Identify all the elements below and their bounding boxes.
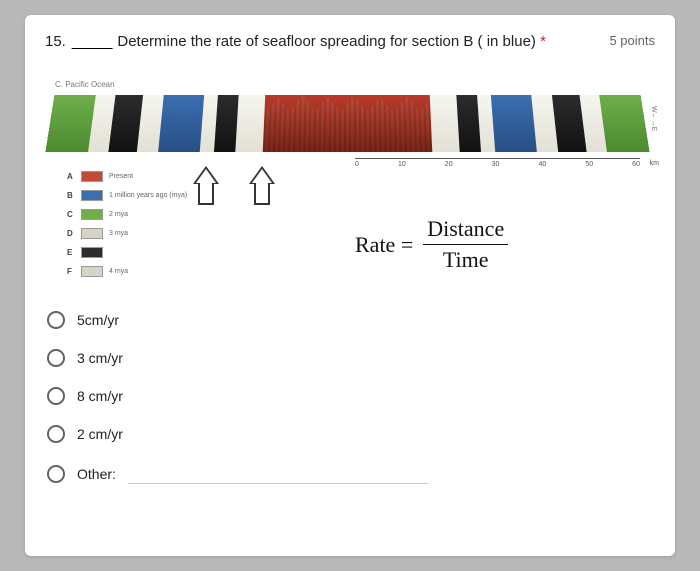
other-input[interactable] <box>128 463 428 484</box>
legend-swatch <box>81 209 103 220</box>
legend-label: 1 million years ago (mya) <box>109 192 187 199</box>
formula-numerator: Distance <box>423 216 508 245</box>
strip-segment <box>429 95 460 152</box>
legend-row: D 3 mya <box>67 228 187 239</box>
legend-row: F 4 mya <box>67 266 187 277</box>
legend-label: 3 mya <box>109 230 128 237</box>
question-header: 15. _____ Determine the rate of seafloor… <box>45 33 655 51</box>
radio-icon[interactable] <box>47 465 65 483</box>
formula-fraction: Distance Time <box>423 216 508 273</box>
radio-icon[interactable] <box>47 349 65 367</box>
legend-row: A Present <box>67 171 187 182</box>
option-label: 8 cm/yr <box>77 388 123 404</box>
scale-tick: 50 <box>585 161 593 168</box>
formula-denominator: Time <box>443 245 489 273</box>
option-label: 3 cm/yr <box>77 350 123 366</box>
other-label: Other: <box>77 466 116 482</box>
orientation-label: W←→E <box>650 106 657 131</box>
radio-icon[interactable] <box>47 387 65 405</box>
question-text: Determine the rate of seafloor spreading… <box>117 33 595 50</box>
question-blank: _____ <box>72 33 112 51</box>
formula-lhs: Rate = <box>355 232 413 258</box>
answer-option[interactable]: 8 cm/yr <box>45 377 655 415</box>
strip-segment <box>263 95 432 152</box>
legend-swatch <box>81 171 103 182</box>
rate-formula: Rate = Distance Time <box>355 216 508 273</box>
strip-segment <box>235 95 266 152</box>
strip-segment <box>491 95 538 152</box>
legend-letter: B <box>67 191 75 200</box>
legend-row: C 2 mya <box>67 209 187 220</box>
scale-tick: 0 <box>355 161 359 168</box>
scale-tick: 60 <box>632 161 640 168</box>
age-legend: A Present B 1 million years ago (mya) C 2 mya… <box>67 171 187 285</box>
option-label: 5cm/yr <box>77 312 119 328</box>
answer-option[interactable]: 5cm/yr <box>45 301 655 339</box>
answer-options: 5cm/yr 3 cm/yr 8 cm/yr 2 cm/yr Other: <box>45 301 655 494</box>
question-card: 15. _____ Determine the rate of seafloor… <box>25 15 675 556</box>
legend-letter: D <box>67 229 75 238</box>
question-number: 15. <box>45 33 66 50</box>
legend-row: B 1 million years ago (mya) <box>67 190 187 201</box>
legend-letter: A <box>67 172 75 181</box>
strip-segment <box>158 95 205 152</box>
legend-swatch <box>81 266 103 277</box>
legend-label: 4 mya <box>109 268 128 275</box>
radio-icon[interactable] <box>47 311 65 329</box>
scale-tick: 10 <box>398 161 406 168</box>
scale-tick: 20 <box>445 161 453 168</box>
seafloor-diagram: C. Pacific Ocean W←→E 0102030405060 km A… <box>45 76 655 291</box>
scale-unit: km <box>650 160 659 167</box>
legend-row: E <box>67 247 187 258</box>
legend-label: Present <box>109 173 133 180</box>
answer-option[interactable]: 2 cm/yr <box>45 415 655 453</box>
legend-label: 2 mya <box>109 211 128 218</box>
legend-swatch <box>81 228 103 239</box>
question-points: 5 points <box>609 33 655 48</box>
legend-swatch <box>81 247 103 258</box>
legend-letter: F <box>67 267 75 276</box>
strip-segment <box>600 95 650 152</box>
legend-letter: E <box>67 248 75 257</box>
radio-icon[interactable] <box>47 425 65 443</box>
option-label: 2 cm/yr <box>77 426 123 442</box>
up-arrow-icon <box>249 166 275 206</box>
spreading-arrows <box>193 166 275 206</box>
answer-option[interactable]: 3 cm/yr <box>45 339 655 377</box>
distance-scale: 0 10 20 30 40 50 60 <box>355 158 640 176</box>
up-arrow-icon <box>193 166 219 206</box>
scale-tick: 30 <box>492 161 500 168</box>
ocean-label: C. Pacific Ocean <box>55 80 115 89</box>
legend-letter: C <box>67 210 75 219</box>
seafloor-strip <box>45 95 649 152</box>
answer-option-other[interactable]: Other: <box>45 453 655 494</box>
legend-swatch <box>81 190 103 201</box>
scale-tick: 40 <box>538 161 546 168</box>
